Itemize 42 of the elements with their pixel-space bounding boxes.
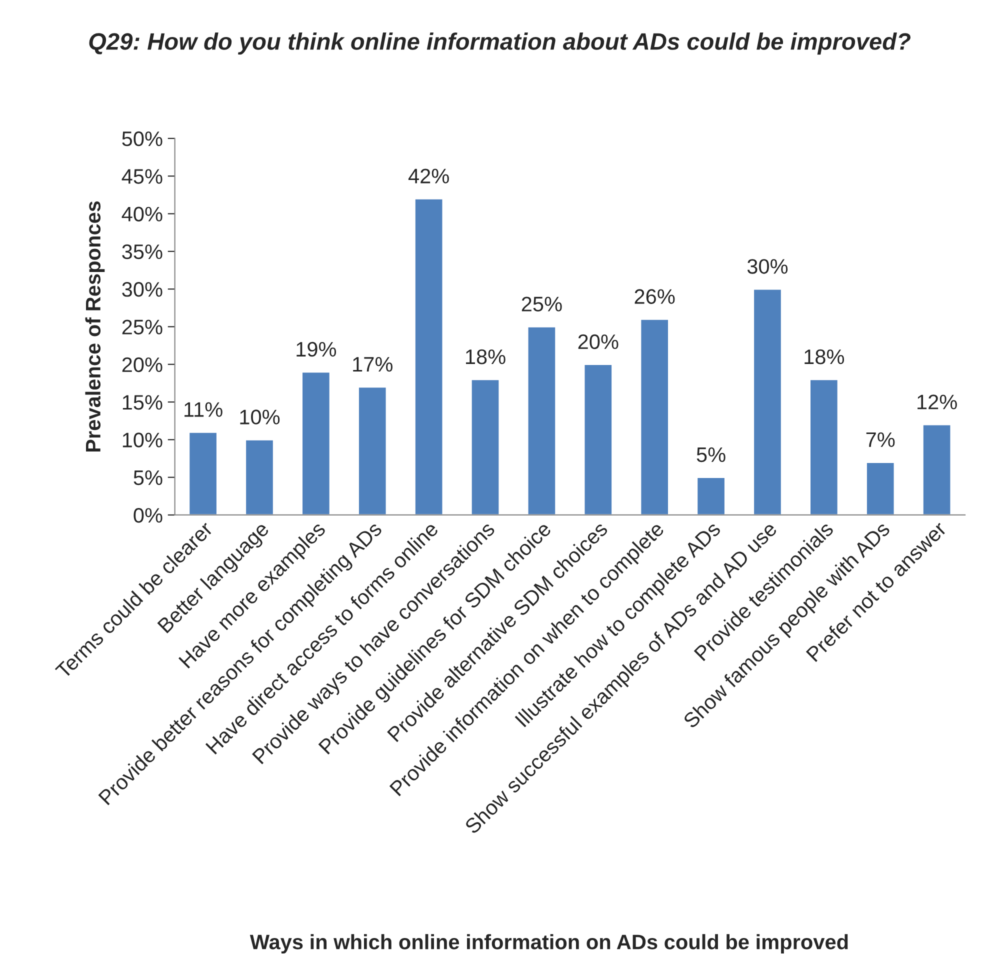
bar <box>696 476 726 515</box>
data-label: 12% <box>918 394 957 410</box>
data-label: 19% <box>296 342 336 357</box>
data-label: 5% <box>696 447 726 462</box>
data-label: 18% <box>804 349 844 364</box>
chart-title: Q29: How do you think online information about ADs could be improved? <box>89 32 910 55</box>
y-tick-label: 40% <box>122 206 162 222</box>
bar <box>358 386 388 515</box>
bar <box>301 371 331 515</box>
y-tick-label: 20% <box>122 357 162 372</box>
data-label: 42% <box>408 168 449 184</box>
bar <box>866 462 896 515</box>
data-label: 10% <box>240 410 280 424</box>
y-tick-label: 15% <box>122 395 162 410</box>
y-tick-label: 30% <box>122 282 162 297</box>
x-axis-title: Ways in which online information on ADs could be improved <box>250 934 848 954</box>
y-tick-label: 10% <box>122 432 162 448</box>
y-tick-label: 35% <box>122 244 162 260</box>
y-tick-label: 0% <box>134 508 162 523</box>
y-tick-label: 50% <box>122 131 162 146</box>
bar <box>244 438 274 515</box>
bar <box>414 198 444 515</box>
data-label: 25% <box>522 296 562 312</box>
bar <box>640 318 670 515</box>
bar <box>922 424 952 515</box>
bar <box>188 431 218 515</box>
data-label: 18% <box>466 349 506 364</box>
data-label: 17% <box>353 357 392 372</box>
y-tick-label: 45% <box>122 169 162 184</box>
data-label: 7% <box>866 432 895 447</box>
bar <box>752 288 782 515</box>
y-axis-title: Prevalence of Responces <box>85 201 105 452</box>
y-tick-label: 5% <box>134 470 162 486</box>
bar <box>526 326 557 515</box>
data-label: 30% <box>747 259 788 274</box>
data-label: 20% <box>578 334 618 350</box>
bar <box>583 364 613 515</box>
bar <box>470 378 500 515</box>
y-tick-label: 25% <box>122 320 162 334</box>
data-label: 11% <box>184 402 222 417</box>
bar <box>809 378 839 515</box>
data-label: 26% <box>634 289 675 304</box>
